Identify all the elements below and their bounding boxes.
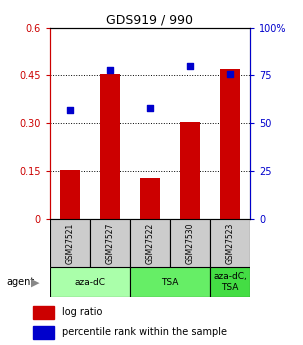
Bar [50,267,130,297]
Bar [220,69,240,219]
Bar [100,74,120,219]
Bar [140,178,160,219]
Bar [33,326,54,339]
Point [108,67,112,72]
Text: GSM27522: GSM27522 [145,223,155,264]
Bar [170,219,210,267]
Bar [60,170,80,219]
Text: percentile rank within the sample: percentile rank within the sample [62,327,227,337]
Text: GSM27530: GSM27530 [185,223,195,264]
Bar [180,122,200,219]
Text: ▶: ▶ [31,277,39,287]
Text: GSM27521: GSM27521 [65,223,75,264]
Title: GDS919 / 990: GDS919 / 990 [106,13,194,27]
Bar [33,306,54,319]
Bar [50,219,90,267]
Text: aza-dC: aza-dC [75,277,105,287]
Point [188,63,192,69]
Bar [90,219,130,267]
Text: TSA: TSA [161,277,179,287]
Point [228,71,232,76]
Text: aza-dC,
TSA: aza-dC, TSA [213,272,247,292]
Bar [210,219,250,267]
Text: log ratio: log ratio [62,307,103,317]
Text: GSM27527: GSM27527 [105,223,115,264]
Bar [130,267,210,297]
Text: GSM27523: GSM27523 [225,223,235,264]
Point [68,107,72,113]
Bar [210,267,250,297]
Bar [130,219,170,267]
Text: agent: agent [6,277,34,287]
Point [148,105,152,111]
